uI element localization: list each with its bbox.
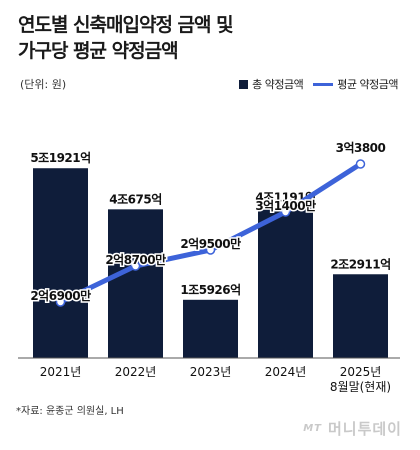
legend-line-swatch	[313, 82, 334, 86]
chart-title-line1: 연도별 신축매입약정 금액 및	[18, 14, 234, 36]
watermark: MT 머니투데이	[303, 418, 402, 439]
line-point-0	[55, 297, 66, 307]
watermark-logo: MT	[303, 423, 322, 434]
legend-line-label: 평균 약정금액	[337, 78, 398, 91]
bar-label-2: 1조5926억	[180, 283, 240, 297]
bar-1	[108, 209, 163, 358]
x-tick-label-1: 2022년	[115, 365, 157, 379]
bar-label-0: 5조1921억	[30, 151, 90, 165]
line-label-4: 3억3800	[336, 141, 386, 155]
line-label-1: 2억8700만	[105, 252, 166, 267]
x-tick-label-0: 2021년	[40, 365, 82, 379]
line-point-3	[280, 207, 291, 217]
x-tick-label-4: 2025년	[340, 365, 382, 379]
line-point-2	[205, 245, 216, 255]
line-label-0: 2억6900만	[30, 288, 91, 303]
chart-title: 연도별 신축매입약정 금액 및 가구당 평균 약정금액	[18, 12, 408, 64]
bar-4	[333, 274, 388, 358]
x-tick-label-3: 2024년	[265, 365, 307, 379]
line-point-4	[355, 159, 366, 169]
bar-label-4: 2조2911억	[330, 257, 390, 271]
legend-bar-swatch	[239, 79, 249, 89]
line-label-3: 3억1400만	[255, 198, 316, 213]
bar-3	[258, 207, 313, 358]
bar-0	[33, 168, 88, 358]
watermark-name: 머니투데이	[327, 420, 402, 438]
legend-item-average: 평균 약정금액	[313, 76, 398, 92]
source-note: *자료: 윤종군 의원실, LH	[16, 406, 124, 417]
legend: 총 약정금액 평균 약정금액	[239, 76, 398, 92]
bar-2	[183, 299, 238, 358]
line-point-1	[130, 261, 141, 271]
x-tick-sublabel-4: 8월말(현재)	[330, 380, 391, 394]
bar-label-1: 4조675억	[109, 192, 161, 206]
legend-item-total: 총 약정금액	[239, 76, 304, 92]
line-label-2: 2억9500만	[180, 236, 241, 251]
chart-title-line2: 가구당 평균 약정금액	[18, 40, 179, 62]
unit-label: (단위: 원)	[20, 78, 67, 91]
legend-bar-label: 총 약정금액	[252, 78, 304, 91]
x-tick-label-2: 2023년	[190, 365, 232, 379]
average-line	[59, 161, 362, 305]
